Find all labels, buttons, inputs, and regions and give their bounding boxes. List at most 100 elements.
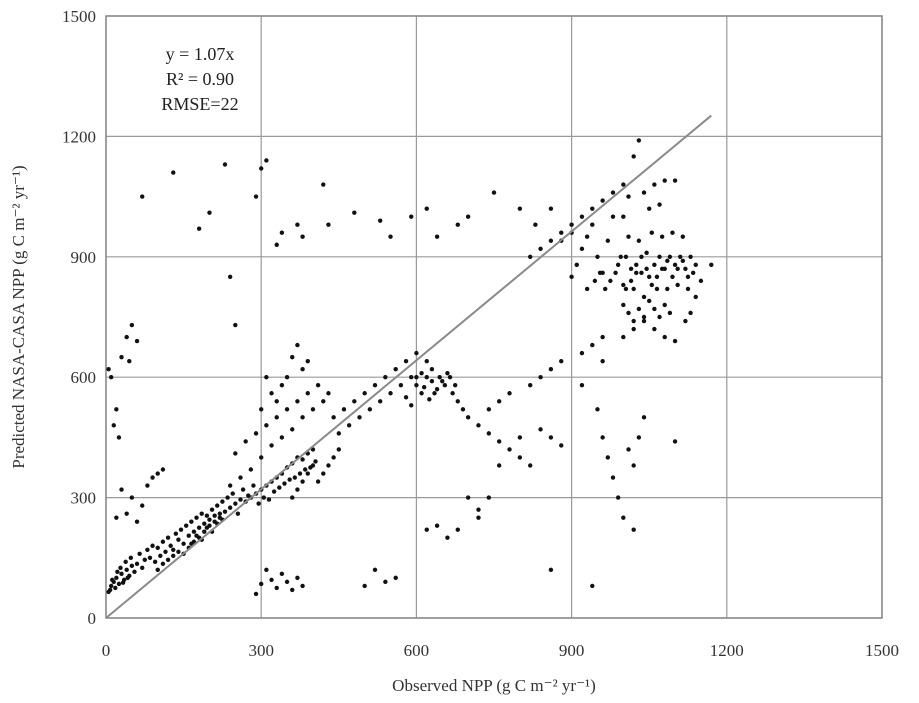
data-point	[621, 334, 626, 340]
data-point	[618, 254, 623, 259]
data-point	[243, 439, 248, 444]
data-point	[644, 250, 649, 255]
data-point	[595, 407, 600, 412]
data-point	[225, 495, 230, 500]
data-point	[683, 318, 688, 324]
annotation-line: R² = 0.90	[166, 69, 234, 89]
data-point	[183, 523, 189, 528]
data-point	[507, 391, 512, 396]
data-point	[445, 535, 450, 540]
data-point	[168, 543, 173, 548]
data-point	[116, 435, 122, 440]
data-point	[672, 338, 678, 344]
data-point	[432, 391, 437, 396]
x-tick-label: 900	[559, 641, 585, 660]
data-point	[605, 455, 611, 460]
y-axis-title: Predicted NASA-CASA NPP (g C m⁻² yr⁻¹)	[9, 165, 28, 468]
data-point	[442, 383, 448, 388]
data-point	[427, 397, 432, 402]
data-point	[393, 575, 398, 581]
data-point	[305, 471, 310, 476]
data-point	[124, 511, 129, 516]
data-point	[626, 194, 631, 199]
data-point	[321, 182, 326, 187]
data-point	[377, 218, 383, 223]
data-point	[678, 254, 683, 259]
data-point	[419, 391, 424, 396]
data-point	[123, 559, 128, 565]
data-point	[610, 190, 616, 195]
data-point	[683, 266, 688, 272]
data-point	[114, 407, 119, 412]
data-points	[106, 138, 714, 597]
data-point	[134, 338, 140, 344]
data-point	[150, 543, 155, 548]
data-point	[414, 383, 419, 388]
data-point	[429, 366, 435, 372]
data-point	[127, 358, 132, 364]
data-point	[357, 415, 362, 420]
data-point	[613, 270, 618, 276]
x-tick-labels: 0 300 600 900 1200 1500	[102, 641, 899, 660]
data-point	[639, 270, 644, 276]
annotation-box: y = 1.07x R² = 0.90 RMSE=22	[161, 44, 238, 114]
data-point	[445, 370, 450, 376]
data-point	[517, 455, 523, 460]
data-point	[230, 491, 235, 496]
data-point	[634, 262, 639, 268]
data-point	[259, 407, 264, 412]
data-point	[528, 463, 533, 468]
data-point	[137, 551, 142, 556]
data-point	[631, 286, 636, 292]
data-point	[693, 262, 698, 268]
data-point	[631, 318, 636, 324]
data-point	[579, 214, 585, 219]
data-point	[310, 463, 316, 468]
data-point	[302, 467, 308, 472]
data-point	[367, 407, 373, 412]
data-point	[110, 577, 115, 583]
data-point	[533, 222, 538, 227]
data-point	[163, 549, 168, 554]
data-point	[672, 439, 678, 444]
data-point	[134, 561, 140, 567]
data-point	[274, 585, 279, 591]
data-point	[652, 306, 657, 312]
data-point	[171, 553, 176, 558]
data-point	[621, 182, 626, 187]
data-point	[158, 553, 163, 558]
data-point	[315, 479, 321, 484]
data-point	[253, 431, 259, 436]
data-point	[284, 579, 290, 585]
data-point	[603, 286, 608, 292]
data-point	[160, 561, 166, 567]
data-point	[282, 481, 287, 486]
data-point	[383, 375, 388, 380]
data-point	[685, 286, 691, 292]
data-point	[274, 415, 279, 420]
data-point	[621, 515, 626, 520]
data-point	[207, 210, 212, 215]
data-point	[346, 423, 352, 428]
data-point	[336, 431, 341, 436]
data-point	[649, 282, 654, 288]
data-point	[424, 527, 429, 532]
data-point	[248, 467, 254, 472]
data-point	[657, 314, 662, 320]
x-axis-title: Observed NPP (g C m⁻² yr⁻¹)	[392, 676, 596, 695]
y-tick-label: 900	[71, 248, 97, 267]
data-point	[680, 258, 686, 264]
data-point	[202, 529, 207, 534]
data-point	[240, 487, 246, 492]
data-point	[476, 423, 481, 428]
data-point	[590, 222, 595, 227]
data-point	[621, 282, 626, 288]
data-point	[119, 487, 124, 492]
data-point	[259, 166, 264, 171]
data-point	[160, 467, 166, 472]
data-point	[450, 391, 455, 396]
data-point	[326, 391, 331, 396]
data-point	[152, 559, 158, 565]
data-point	[631, 326, 636, 332]
data-point	[652, 182, 657, 187]
